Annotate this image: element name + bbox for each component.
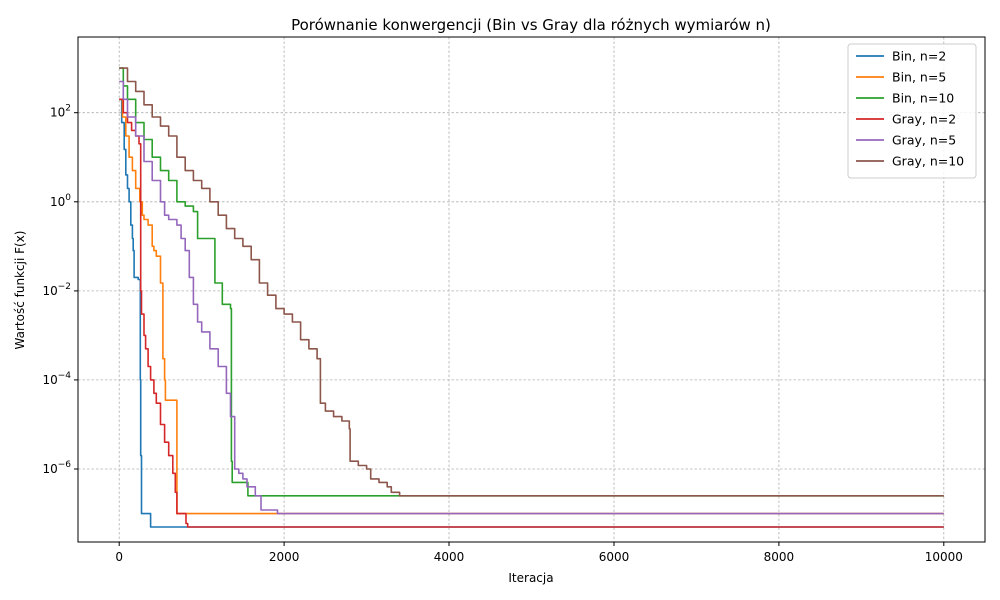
legend-label: Gray, n=5 [892, 133, 956, 148]
legend-label: Gray, n=10 [892, 154, 964, 169]
x-tick-label: 0 [115, 550, 123, 564]
y-tick-exponent: −4 [58, 371, 72, 381]
y-tick-base: 10 [50, 106, 65, 120]
y-tick-base: 10 [42, 373, 57, 387]
y-tick-label: 102 [50, 104, 71, 120]
y-tick-exponent: 0 [65, 193, 71, 203]
legend: Bin, n=2 Bin, n=5 Bin, n=10 Gray, n=2 Gray, … [847, 43, 977, 179]
plot-frame [77, 36, 986, 543]
series-line [119, 80, 944, 515]
y-tick-exponent: −6 [58, 460, 72, 470]
series-line [119, 67, 944, 497]
grid-lines [78, 37, 985, 542]
y-tick-label: 10−6 [42, 460, 71, 476]
x-axis-ticks: 0 2000 4000 6000 8000 10000 [115, 542, 963, 564]
y-tick-base: 10 [42, 284, 57, 298]
x-tick-label: 10000 [925, 550, 963, 564]
legend-label: Bin, n=5 [892, 70, 946, 85]
chart-title: Porównanie konwergencji (Bin vs Gray dla… [291, 16, 771, 34]
legend-label: Bin, n=2 [892, 49, 946, 64]
x-tick-label: 6000 [599, 550, 630, 564]
y-axis-label: Wartość funkcji F(x) [13, 231, 27, 350]
series-line [119, 98, 944, 528]
y-tick-exponent: 2 [65, 104, 71, 114]
legend-label: Bin, n=10 [892, 91, 954, 106]
x-tick-label: 2000 [269, 550, 300, 564]
y-tick-label: 100 [50, 193, 71, 209]
x-tick-label: 4000 [434, 550, 465, 564]
x-axis-label: Iteracja [508, 571, 553, 585]
series-line [119, 98, 944, 515]
series-line [119, 67, 944, 497]
legend-label: Gray, n=2 [892, 112, 956, 127]
series-lines [119, 67, 944, 528]
y-tick-label: 10−2 [42, 282, 71, 298]
y-tick-base: 10 [42, 462, 57, 476]
y-tick-base: 10 [50, 195, 65, 209]
y-tick-exponent: −2 [58, 282, 71, 292]
y-tick-label: 10−4 [42, 371, 71, 387]
x-tick-label: 8000 [764, 550, 795, 564]
